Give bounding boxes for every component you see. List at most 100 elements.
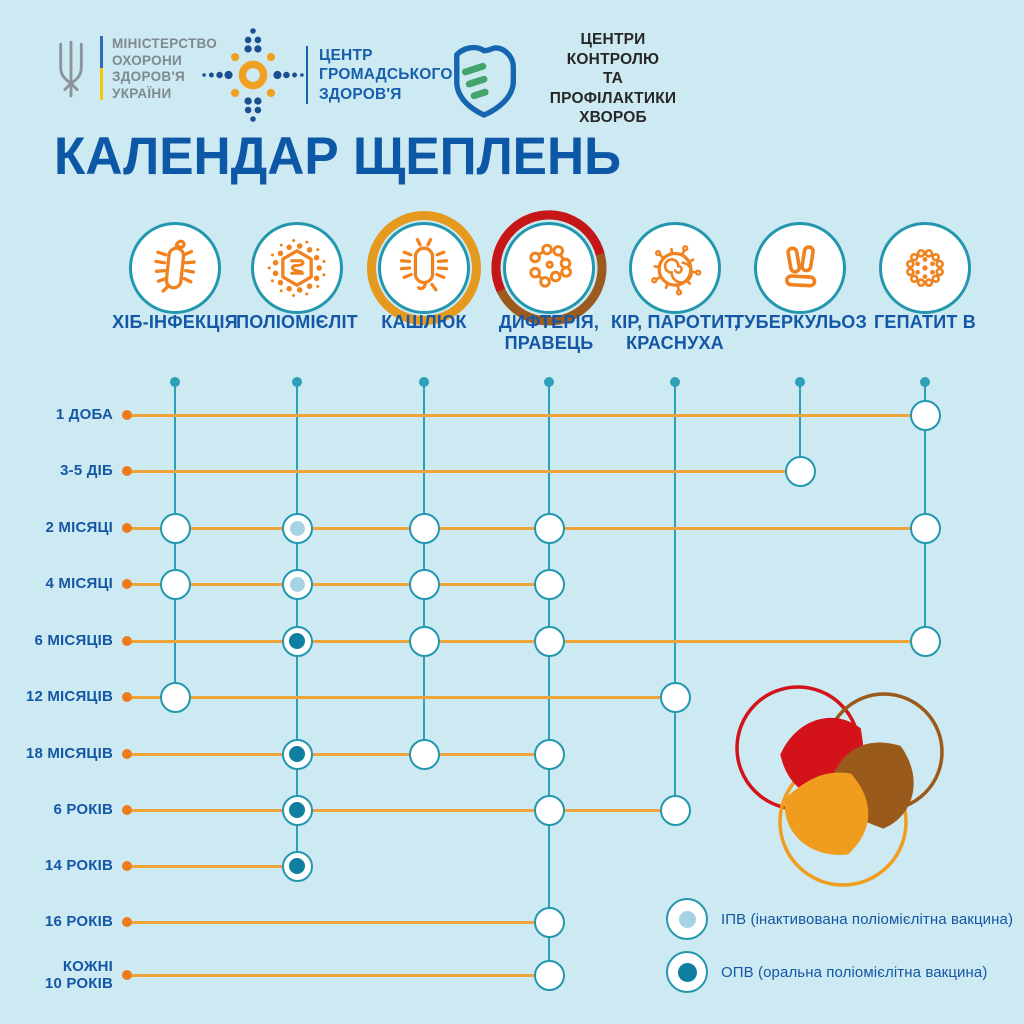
disease-label: КІР, ПАРОТИТ, КРАСНУХА xyxy=(611,312,739,353)
dose-dot xyxy=(784,455,816,487)
opv-inner-dot xyxy=(289,858,305,874)
column-top-dot xyxy=(920,377,930,387)
dose-dot xyxy=(909,512,941,544)
ipv-legend-label: ІПВ (інактивована поліомієлітна вакцина) xyxy=(721,910,1014,928)
opv-legend-label: ОПВ (оральна поліомієлітна вакцина) xyxy=(721,963,988,981)
moh-ukraine-logo: МІНІСТЕРСТВО ОХОРОНИ ЗДОРОВ'Я УКРАЇНИ xyxy=(50,36,217,102)
age-row-line xyxy=(127,864,297,868)
dose-dot xyxy=(533,568,565,600)
age-row-label: 1 ДОБА xyxy=(55,406,113,423)
moh-name: МІНІСТЕРСТВО ОХОРОНИ ЗДОРОВ'Я УКРАЇНИ xyxy=(112,36,218,101)
dose-dot xyxy=(533,906,565,938)
opv-inner-dot xyxy=(289,633,305,649)
dose-dot xyxy=(533,959,565,991)
ipv-inner-dot xyxy=(289,520,305,536)
age-row-line xyxy=(127,920,549,924)
shield-heart-icon xyxy=(454,44,517,118)
cdc-ukraine-logo: ЦЕНТРИ КОНТРОЛЮ ТА ПРОФІЛАКТИКИ ХВОРОБ xyxy=(448,30,688,128)
hib-bacteria-icon xyxy=(142,235,208,301)
tryzub-trident-icon xyxy=(59,40,83,98)
age-row-end-dot xyxy=(122,805,132,815)
age-row-label: 14 РОКІВ xyxy=(44,857,113,874)
opv-legend-dot xyxy=(666,951,708,993)
column-line xyxy=(924,382,926,641)
column-line xyxy=(296,382,298,866)
age-row-line xyxy=(127,752,549,756)
ipv-dose-dot xyxy=(281,568,313,600)
dose-dot xyxy=(909,399,941,431)
age-row-end-dot xyxy=(122,917,132,927)
disease-icon-circle xyxy=(378,222,470,314)
age-row-end-dot xyxy=(122,523,132,533)
column-line xyxy=(799,382,801,471)
dose-dot xyxy=(408,512,440,544)
age-row-line xyxy=(127,413,925,417)
dotted-sun-icon xyxy=(202,28,304,122)
age-row-label: 6 МІСЯЦІВ xyxy=(34,632,113,649)
legend-item-ipv: ІПВ (інактивована поліомієлітна вакцина) xyxy=(666,898,1013,940)
cphd-name: ЦЕНТР ГРОМАДСЬКОГО ЗДОРОВ'Я xyxy=(319,46,453,103)
disease-label: ПОЛІОМІЄЛІТ xyxy=(236,312,358,332)
opv-inner-dot xyxy=(289,802,305,818)
dose-dot xyxy=(159,568,191,600)
age-row-end-dot xyxy=(122,749,132,759)
dose-dot xyxy=(408,738,440,770)
age-row-end-dot xyxy=(122,410,132,420)
polio-virus-icon xyxy=(264,235,330,301)
cdc-name: ЦЕНТРИ КОНТРОЛЮ ТА ПРОФІЛАКТИКИ ХВОРОБ xyxy=(549,31,677,126)
age-row-label: 2 МІСЯЦІ xyxy=(45,519,113,536)
age-row-line xyxy=(127,639,925,643)
moh-separator xyxy=(100,36,103,100)
ipv-legend-dot xyxy=(666,898,708,940)
page-title: КАЛЕНДАР ЩЕПЛЕНЬ xyxy=(54,127,622,186)
disease-icon-circle xyxy=(629,222,721,314)
age-row-line xyxy=(127,469,800,473)
age-row-label: 3-5 ДІБ xyxy=(60,462,113,479)
dose-dot xyxy=(659,794,691,826)
measles-virus-icon xyxy=(642,235,708,301)
column-top-dot xyxy=(544,377,554,387)
age-row-label: 12 МІСЯЦІВ xyxy=(25,688,113,705)
hepatitis-virus-icon xyxy=(892,235,958,301)
age-row-label: 4 МІСЯЦІ xyxy=(45,575,113,592)
disease-icon-circle xyxy=(879,222,971,314)
column-top-dot xyxy=(170,377,180,387)
dose-dot xyxy=(659,681,691,713)
column-line xyxy=(674,382,676,810)
disease-label: КАШЛЮК xyxy=(381,312,467,332)
column-line xyxy=(548,382,550,975)
age-row-line xyxy=(127,526,925,530)
tuberculosis-bacteria-icon xyxy=(767,235,833,301)
dose-dot xyxy=(159,681,191,713)
age-row-label: КОЖНІ 10 РОКІВ xyxy=(44,958,113,992)
dose-dot xyxy=(408,625,440,657)
column-top-dot xyxy=(670,377,680,387)
public-health-center-logo: ЦЕНТР ГРОМАДСЬКОГО ЗДОРОВ'Я xyxy=(200,22,453,128)
column-top-dot xyxy=(795,377,805,387)
disease-label: ДИФТЕРІЯ, ПРАВЕЦЬ xyxy=(498,312,600,353)
age-row-line xyxy=(127,973,549,977)
diphtheria-bacteria-icon xyxy=(516,235,582,301)
age-row-line xyxy=(127,695,675,699)
disease-label: ТУБЕРКУЛЬОЗ xyxy=(733,312,867,332)
column-top-dot xyxy=(292,377,302,387)
dose-dot xyxy=(533,738,565,770)
age-row-end-dot xyxy=(122,692,132,702)
ipv-inner-dot xyxy=(289,576,305,592)
age-row-end-dot xyxy=(122,970,132,980)
dose-dot xyxy=(533,625,565,657)
age-row-end-dot xyxy=(122,579,132,589)
column-top-dot xyxy=(419,377,429,387)
disease-icon-circle xyxy=(251,222,343,314)
disease-icon-circle xyxy=(503,222,595,314)
opv-dose-dot xyxy=(281,850,313,882)
age-row-label: 6 РОКІВ xyxy=(53,801,113,818)
ipv-legend-inner-dot xyxy=(678,910,696,928)
dose-dot xyxy=(533,512,565,544)
disease-icon-circle xyxy=(129,222,221,314)
dose-dot xyxy=(909,625,941,657)
diphtheria-ring-accent xyxy=(491,210,607,326)
legend-item-opv: ОПВ (оральна поліомієлітна вакцина) xyxy=(666,951,987,993)
disease-label: ГЕПАТИТ В xyxy=(874,312,976,332)
